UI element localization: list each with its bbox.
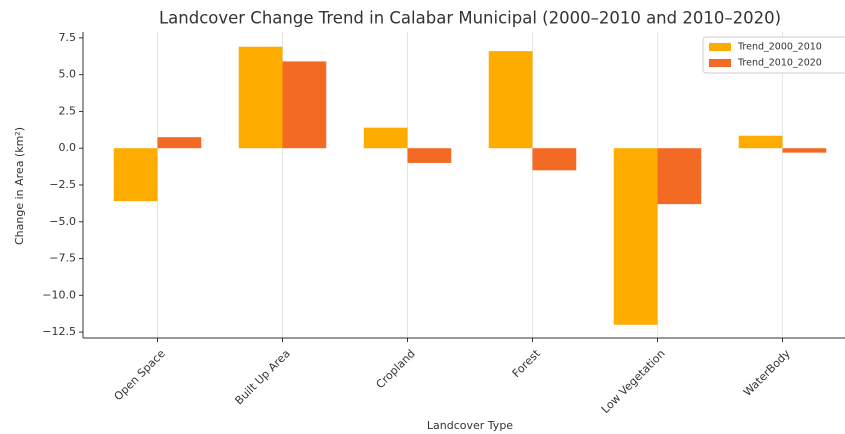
legend-swatch: [709, 59, 731, 67]
y-tick-label: 2.5: [59, 104, 77, 117]
bar: [407, 148, 452, 163]
legend-text: Trend_2000_2010: [737, 42, 822, 53]
y-tick-label: −10.0: [42, 288, 76, 301]
x-tick-label: Low Vegetation: [599, 347, 668, 416]
x-tick-label: Cropland: [374, 347, 418, 391]
y-tick-label: −7.5: [49, 252, 76, 265]
bar: [782, 148, 827, 153]
x-tick-label: WaterBody: [741, 347, 793, 399]
chart-title: Landcover Change Trend in Calabar Munici…: [159, 9, 781, 28]
y-tick-label: −5.0: [49, 215, 76, 228]
y-tick-label: 7.5: [59, 31, 77, 44]
x-tick-label: Forest: [510, 347, 544, 381]
bar: [488, 51, 533, 149]
x-tick-label: Built Up Area: [232, 347, 292, 407]
bar: [238, 46, 283, 149]
y-axis-label: Change in Area (km²): [13, 127, 26, 245]
legend-swatch: [709, 43, 731, 51]
legend-text: Trend_2010_2020: [737, 58, 822, 69]
y-tick-label: 0.0: [59, 141, 77, 154]
bar: [738, 135, 783, 149]
y-tick-label: −12.5: [42, 325, 76, 338]
y-tick-label: 5.0: [59, 68, 77, 81]
legend-box: [702, 36, 845, 74]
bar: [113, 148, 158, 202]
bar: [657, 148, 702, 205]
bar: [157, 137, 202, 149]
bar: [282, 61, 327, 149]
x-tick-label: Open Space: [112, 347, 168, 403]
bar: [363, 127, 408, 149]
bar: [532, 148, 577, 171]
x-axis-label: Landcover Type: [427, 419, 513, 432]
y-tick-label: −2.5: [49, 178, 76, 191]
bar: [613, 148, 658, 325]
